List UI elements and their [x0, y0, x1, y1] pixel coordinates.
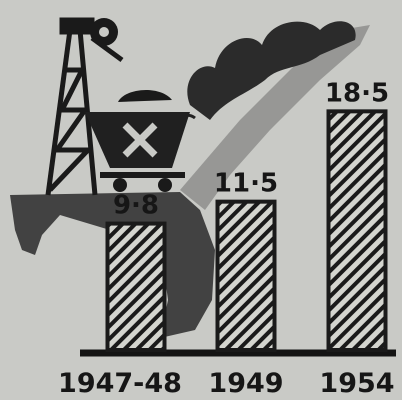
x-tick-label: 1954	[319, 368, 394, 399]
x-tick-label: 1949	[208, 368, 283, 399]
bar	[329, 111, 386, 350]
bar	[108, 224, 165, 350]
chart: 9·8 1947-48 11·5 1949 18·5 1954	[0, 0, 402, 400]
value-label: 11·5	[214, 169, 278, 199]
bar	[218, 202, 275, 350]
x-tick-label: 1947-48	[58, 368, 182, 399]
value-label: 9·8	[113, 191, 159, 221]
page: 9·81947-4811·5194918·51954 (() => { cons…	[0, 0, 402, 400]
value-label: 18·5	[325, 78, 389, 108]
